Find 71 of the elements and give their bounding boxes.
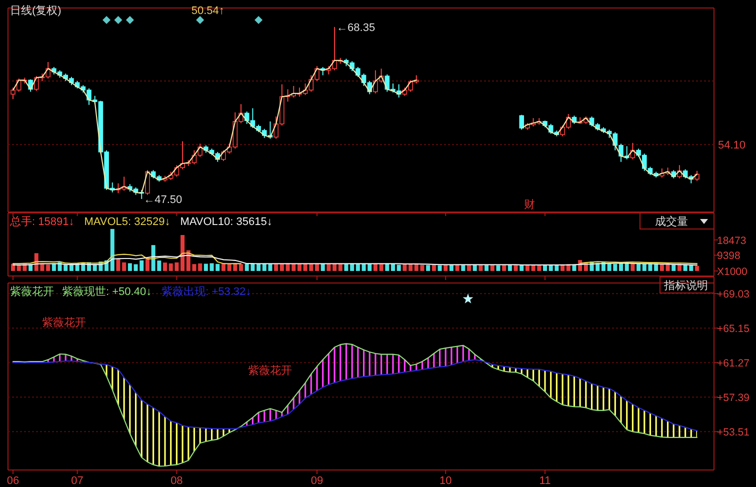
annotation: 50.54↑ (191, 5, 224, 17)
bar (438, 265, 442, 271)
y-tick-label: +53.51 (717, 426, 750, 439)
bar (525, 265, 530, 271)
bar (695, 266, 699, 271)
bar (69, 264, 74, 271)
bar (630, 264, 635, 271)
ref-line-label: 54.10 (718, 140, 746, 152)
bar (320, 264, 325, 271)
bar (490, 264, 494, 271)
annotation: 紫薇出现: +53.32↓ (162, 285, 252, 298)
bar (204, 264, 208, 271)
y-tick-label: 9398 (717, 250, 741, 262)
annotation: MAVOL5: 32529↓ (84, 216, 170, 228)
y-tick-label: 18473 (717, 234, 746, 247)
bar (396, 264, 401, 271)
bar (116, 258, 120, 271)
bar (484, 265, 489, 271)
annotation: MAVOL10: 35615↓ (180, 216, 272, 228)
chart-subtitle: 指标说明 (663, 280, 708, 292)
bar (426, 265, 430, 271)
bar (496, 265, 500, 271)
annotation: ←47.50 (144, 194, 182, 206)
y-tick-label: X1000 (717, 266, 748, 278)
bar (274, 264, 278, 271)
bar (46, 264, 50, 271)
bar (198, 263, 202, 271)
annotation: ←68.35 (336, 22, 376, 34)
x-tick-label: 10 (439, 475, 452, 487)
bar (444, 264, 448, 271)
bar (408, 264, 413, 271)
bar (467, 264, 471, 271)
bar (128, 263, 132, 271)
annotation: 紫薇现世: +50.40↓ (62, 285, 152, 298)
bar (514, 265, 518, 271)
line-series (12, 254, 698, 266)
chart-title: 紫薇花开 (10, 285, 54, 298)
bar (122, 262, 126, 271)
x-tick-label: 11 (539, 475, 551, 487)
annotation: 紫薇花开 (248, 364, 292, 377)
bar (461, 265, 466, 271)
y-tick-label: +61.27 (717, 358, 750, 370)
bar (239, 264, 243, 271)
bar (672, 264, 676, 271)
bar (163, 262, 167, 271)
line-series (12, 359, 698, 432)
bar (520, 264, 524, 271)
annotation: 财 (524, 198, 535, 211)
chart-title: 日线(复权) (10, 4, 62, 17)
bar (256, 264, 261, 271)
bar (402, 264, 407, 271)
bar (326, 264, 331, 271)
y-axis-title: 成交量 (655, 215, 688, 228)
x-tick-label: 09 (310, 475, 324, 487)
annotation: 总手: 15891↓ (9, 215, 74, 228)
bar (221, 264, 226, 271)
bar (344, 264, 348, 271)
x-tick-label: 07 (71, 475, 84, 487)
y-tick-label: +69.03 (717, 288, 750, 301)
bar (110, 228, 114, 271)
y-tick-label: +57.39 (717, 392, 750, 404)
y-tick-label: +65.15 (717, 323, 750, 336)
x-tick-label: 06 (6, 475, 20, 487)
x-tick-label: 08 (170, 475, 183, 487)
bar (297, 264, 302, 271)
bar (660, 264, 664, 271)
bar (572, 264, 576, 271)
annotation: 紫薇花开 (42, 316, 86, 329)
bar (180, 235, 185, 271)
bar (379, 264, 384, 271)
bar (432, 264, 436, 271)
